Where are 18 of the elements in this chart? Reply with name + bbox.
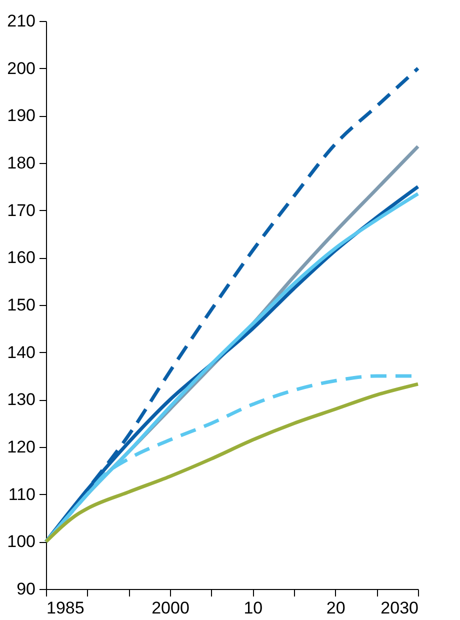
y-tick-label: 160 — [7, 248, 36, 268]
y-tick-label: 90 — [16, 580, 36, 598]
y-tick-label: 180 — [7, 154, 36, 172]
y-tick-label: 140 — [7, 342, 36, 362]
y-tick-label: 150 — [7, 296, 36, 314]
y-tick-label: 210 — [7, 12, 36, 30]
y-tick-label: 100 — [7, 532, 36, 552]
y-tick-label: 110 — [8, 484, 36, 504]
x-tick-label: 10 — [244, 598, 263, 618]
x-tick-label: 2000 — [152, 598, 190, 618]
y-tick-label: 200 — [7, 58, 36, 78]
y-tick-label: 190 — [7, 106, 36, 126]
y-tick-label: 130 — [7, 390, 36, 410]
x-tick-label: 1985 — [46, 598, 84, 618]
y-tick-label: 120 — [7, 438, 36, 456]
x-tick-label: 20 — [326, 598, 346, 618]
y-tick-label: 170 — [7, 200, 36, 220]
x-tick-label: 2030 — [380, 598, 418, 618]
